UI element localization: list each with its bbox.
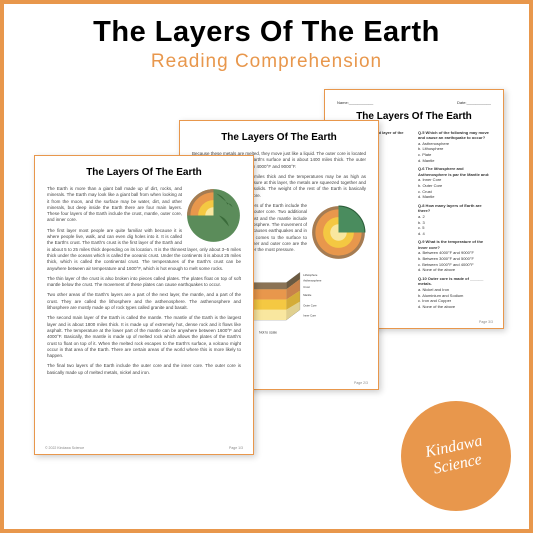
q9: Q.9 What is the temperature of the inner… [418,239,491,273]
svg-text:Asthenosphere: Asthenosphere [303,278,322,282]
q5: Q.5 Which of the following may move and … [418,130,491,164]
copyright: © 2022 Kindawa Science [45,446,84,451]
page1-title: The Layers Of The Earth [47,166,241,180]
earth-layers-icon [186,188,241,243]
quiz-col-right: Q.5 Which of the following may move and … [418,130,491,313]
pagenum: Page 3/3 [479,320,493,325]
pagenum: Page 2/3 [354,381,368,386]
brand-badge: Kindawa Science [401,401,511,511]
svg-text:Lithosphere: Lithosphere [303,273,318,277]
svg-text:Inner Core: Inner Core [303,314,316,318]
main-title: The Layers Of The Earth [4,16,529,49]
svg-text:Mantle: Mantle [303,293,312,297]
p1-para6: The final two layers of the Earth includ… [47,363,241,376]
svg-text:Outer Core: Outer Core [303,303,317,307]
badge-text: Kindawa Science [424,432,488,480]
p1-para4: Two other areas of the Earth's layers ar… [47,292,241,311]
svg-text:Crust: Crust [303,285,310,289]
header: The Layers Of The Earth Reading Comprehe… [4,4,529,77]
p1-para5: The second main layer of the Earth is ca… [47,315,241,359]
p1-para3: The thin layer of the crust is also brok… [47,276,241,289]
quiz-header: Name:___________ Date:___________ [337,100,491,106]
q6: Q.6 The lithosphere and Asthenosphere is… [418,166,491,200]
svg-text:Not to scale: Not to scale [259,331,277,335]
worksheet-page-1: The Layers Of The Earth The Earth is mor… [34,155,254,455]
pagenum: Page 1/3 [229,446,243,451]
subtitle: Reading Comprehension [4,51,529,73]
earth-cross-section-icon [311,205,366,260]
name-field: Name:___________ [337,100,373,106]
page2-title: The Layers Of The Earth [192,131,366,145]
date-field: Date:___________ [457,100,491,106]
q8: Q.8 How many layers of Earth are there? … [418,203,491,237]
q10: Q.10 Outer core is made of ______ metals… [418,276,491,310]
